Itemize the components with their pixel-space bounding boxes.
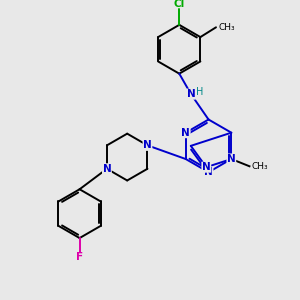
Text: N: N — [143, 140, 152, 150]
Text: N: N — [202, 162, 211, 172]
Text: Cl: Cl — [174, 0, 185, 9]
Text: N: N — [103, 164, 111, 174]
Text: N: N — [204, 167, 213, 177]
Text: N: N — [187, 89, 195, 99]
Text: F: F — [76, 252, 83, 262]
Text: CH₃: CH₃ — [219, 23, 236, 32]
Text: CH₃: CH₃ — [251, 162, 268, 171]
Text: N: N — [227, 154, 236, 164]
Text: N: N — [182, 128, 190, 138]
Text: H: H — [196, 87, 203, 97]
